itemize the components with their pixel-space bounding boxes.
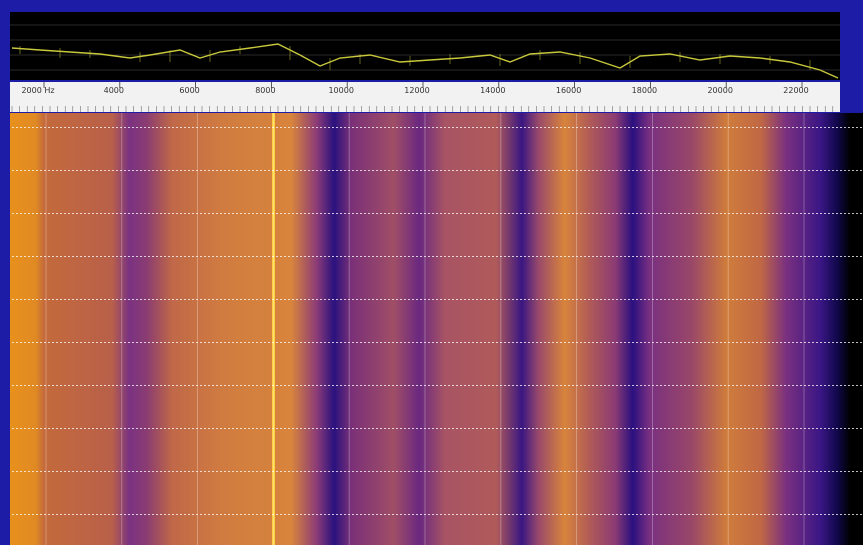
waterfall-grid bbox=[10, 113, 863, 545]
tick-label: 2000 Hz bbox=[21, 86, 54, 95]
tick-label: 14000 bbox=[480, 86, 505, 95]
spectrum-window: 2000 Hz 4000 6000 8000 10000 12000 14000 16000 1… bbox=[0, 0, 863, 545]
tick-label: 10000 bbox=[328, 86, 353, 95]
tick-label: 12000 bbox=[404, 86, 429, 95]
tick-label: 16000 bbox=[556, 86, 581, 95]
tick-label: 18000 bbox=[632, 86, 657, 95]
tick-label: 4000 bbox=[104, 86, 124, 95]
tick-label: 20000 bbox=[707, 86, 732, 95]
tick-label: 22000 bbox=[783, 86, 808, 95]
tick-label: 6000 bbox=[179, 86, 199, 95]
tick-label: 8000 bbox=[255, 86, 275, 95]
